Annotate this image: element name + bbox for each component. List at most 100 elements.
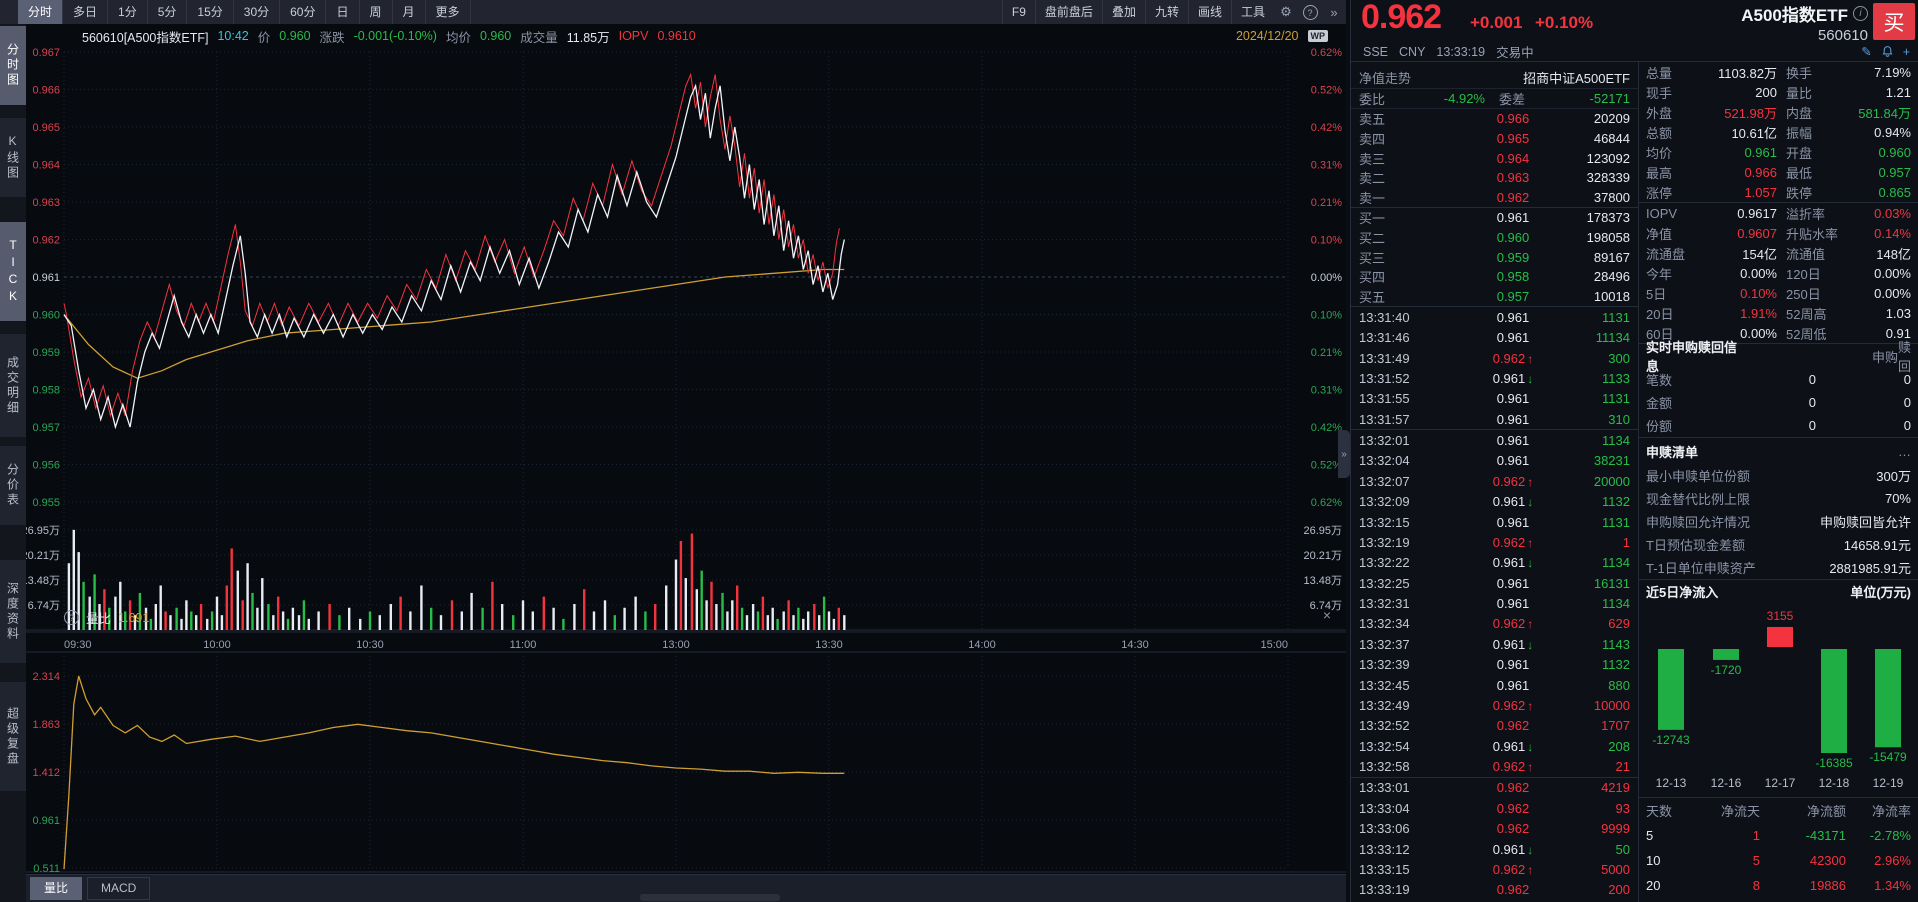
quote-header: 0.962 +0.001 +0.10% A500指数ETF i 560610 买 — [1351, 0, 1918, 44]
period-tab-7[interactable]: 日 — [326, 0, 360, 24]
sidebar-item-5[interactable]: 深度资料 — [0, 560, 26, 664]
subscription-row: 金额 0 0 — [1646, 395, 1911, 411]
svg-text:12-13: 12-13 — [1656, 776, 1687, 790]
tool-5[interactable]: 工具 — [1230, 0, 1274, 24]
tape-row: 13:32:25 0.961 16131 — [1359, 575, 1630, 591]
flow-table-header: 天数 净流天 净流额 净流率 — [1646, 804, 1911, 819]
sidebar-item-1[interactable]: K线图 — [0, 118, 26, 198]
bid-row[interactable]: 买四 0.958 28496 — [1359, 269, 1630, 286]
up-arrow-icon: ↑ — [1527, 617, 1534, 632]
tool-3[interactable]: 九转 — [1144, 0, 1188, 24]
more-link[interactable]: … — [1898, 443, 1911, 459]
add-watchlist-icon[interactable]: + — [1902, 44, 1910, 59]
period-tab-2[interactable]: 1分 — [108, 0, 148, 24]
help-icon[interactable]: ? — [64, 610, 79, 625]
svg-text:15:00: 15:00 — [1260, 639, 1288, 651]
tool-4[interactable]: 画线 — [1187, 0, 1231, 24]
indicator-tab-0[interactable]: 量比 — [30, 877, 83, 900]
tool-1[interactable]: 盘前盘后 — [1034, 0, 1102, 24]
period-tab-5[interactable]: 30分 — [234, 0, 281, 24]
tape-row: 13:32:49 0.962 ↑ 10000 — [1359, 697, 1630, 713]
wp-icon[interactable]: WP — [1307, 30, 1328, 42]
svg-text:6.74万: 6.74万 — [1310, 600, 1342, 612]
tool-0[interactable]: F9 — [1001, 0, 1035, 24]
svg-text:12-19: 12-19 — [1873, 776, 1904, 790]
close-icon[interactable]: × — [1322, 607, 1332, 623]
svg-text:11:00: 11:00 — [510, 639, 537, 651]
indicator-tab-1[interactable]: MACD — [87, 877, 151, 900]
chevron-right-icon[interactable]: » — [1330, 4, 1338, 20]
gear-icon[interactable]: ⚙ — [1280, 4, 1292, 19]
buy-button[interactable]: 买 — [1873, 3, 1915, 40]
sidebar-item-0[interactable]: 分时图 — [0, 26, 26, 106]
security-name: A500指数ETF — [1741, 6, 1848, 25]
currency: CNY — [1399, 44, 1426, 59]
indicator-title[interactable]: 量比 — [86, 612, 112, 626]
bid-row[interactable]: 买二 0.960 198058 — [1359, 230, 1630, 247]
svg-text:0.511: 0.511 — [33, 863, 60, 874]
tape-row: 13:32:39 0.961 1132 — [1359, 657, 1630, 673]
period-tab-6[interactable]: 60分 — [280, 0, 327, 24]
wc-value: -52171 — [1589, 90, 1630, 106]
ask-row[interactable]: 卖一 0.962 37800 — [1359, 189, 1630, 206]
period-tab-10[interactable]: 更多 — [426, 0, 471, 24]
nav-trend-label[interactable]: 净值走势 — [1359, 71, 1412, 87]
chart-canvas[interactable]: 0.967 0.62% 0.966 0.52% 0.965 0.42% 0.964 0.31%… — [21, 47, 1346, 875]
svg-text:0.960: 0.960 — [32, 310, 60, 322]
edit-icon[interactable]: ✎ — [1861, 45, 1872, 59]
svg-text:0.964: 0.964 — [32, 160, 60, 172]
sidebar-item-6[interactable]: 超级复盘 — [0, 682, 26, 792]
stat-row: 流通盘 154亿 流通值 148亿 — [1646, 246, 1911, 262]
bid-row[interactable]: 买一 0.961 178373 — [1359, 210, 1630, 227]
bell-icon[interactable] — [1881, 45, 1894, 58]
tool-2[interactable]: 叠加 — [1101, 0, 1145, 24]
ask-row[interactable]: 卖三 0.964 123092 — [1359, 150, 1630, 167]
svg-text:0.42%: 0.42% — [1311, 422, 1342, 434]
svg-text:26.95万: 26.95万 — [26, 525, 60, 537]
time-and-sales[interactable]: 13:31:40 0.961 1131 13:31:46 0.961 11134 13:31… — [1351, 307, 1638, 900]
fund-link-row[interactable]: 净值走势 招商中证A500ETF — [1351, 68, 1638, 89]
period-tab-3[interactable]: 5分 — [148, 0, 188, 24]
ask-row[interactable]: 卖五 0.966 20209 — [1359, 111, 1630, 128]
intraday-chart[interactable]: 0.967 0.62% 0.966 0.52% 0.965 0.42% 0.964 0.31%… — [21, 47, 1346, 875]
iopv-value: 0.9610 — [657, 29, 696, 43]
svg-text:0.963: 0.963 — [32, 197, 60, 209]
period-tab-8[interactable]: 周 — [360, 0, 393, 24]
period-tab-9[interactable]: 月 — [393, 0, 426, 24]
bid-row[interactable]: 买三 0.959 89167 — [1359, 249, 1630, 266]
period-tab-0[interactable]: 分时 — [18, 0, 64, 24]
indicator-value: 1.691 — [118, 610, 150, 625]
tape-row: 13:32:07 0.962 ↑ 20000 — [1359, 473, 1630, 489]
sidebar-item-3[interactable]: 成交明细 — [0, 334, 26, 438]
ask-row[interactable]: 卖二 0.963 328339 — [1359, 170, 1630, 187]
ask-row[interactable]: 卖四 0.965 46844 — [1359, 131, 1630, 148]
tape-row: 13:32:34 0.962 ↑ 629 — [1359, 616, 1630, 632]
tape-row: 13:32:58 0.962 ↑ 21 — [1359, 759, 1630, 775]
period-tab-4[interactable]: 15分 — [187, 0, 234, 24]
collapse-panel-icon[interactable]: » — [1338, 430, 1350, 478]
info-icon[interactable]: i — [1853, 6, 1868, 21]
drawer-handle[interactable] — [640, 894, 780, 901]
bid-row[interactable]: 买五 0.957 10018 — [1359, 288, 1630, 305]
wc-label: 委差 — [1499, 91, 1526, 107]
redemption-row: 最小申赎单位份额 300万 — [1646, 469, 1911, 484]
down-arrow-icon: ↓ — [1527, 556, 1534, 571]
period-tab-1[interactable]: 多日 — [63, 0, 109, 24]
svg-text:2.314: 2.314 — [32, 671, 60, 683]
svg-text:13.48万: 13.48万 — [1303, 575, 1342, 587]
help-icon[interactable]: ? — [1298, 4, 1322, 21]
quote-details: 总量 1103.82万 换手 7.19% 现手 200 量比 1.21 外盘 521.98万 内盘 5… — [1638, 62, 1918, 902]
svg-text:0.31%: 0.31% — [1311, 385, 1342, 397]
tape-row: 13:31:40 0.961 1131 — [1359, 309, 1630, 325]
net-inflow-table: 天数 净流天 净流额 净流率 5 1 -43171 -2.78% 10 5 42300 2.96% 20… — [1639, 798, 1918, 898]
tape-row: 13:32:54 0.961 ↓ 208 — [1359, 738, 1630, 754]
sidebar-item-4[interactable]: 分价表 — [0, 446, 26, 526]
down-arrow-icon: ↓ — [1527, 371, 1534, 386]
tape-row: 13:31:46 0.961 11134 — [1359, 330, 1630, 346]
svg-text:10:30: 10:30 — [356, 639, 384, 651]
sidebar-item-2[interactable]: TICK — [0, 222, 26, 322]
stat-row: 外盘 521.98万 内盘 581.84万 — [1646, 105, 1911, 121]
stat-row: 5日 0.10% 250日 0.00% — [1646, 285, 1911, 302]
subscription-header: 实时申购赎回信息 申购 赎回 — [1646, 340, 1911, 374]
tape-row: 13:33:06 0.962 9999 — [1359, 821, 1630, 837]
